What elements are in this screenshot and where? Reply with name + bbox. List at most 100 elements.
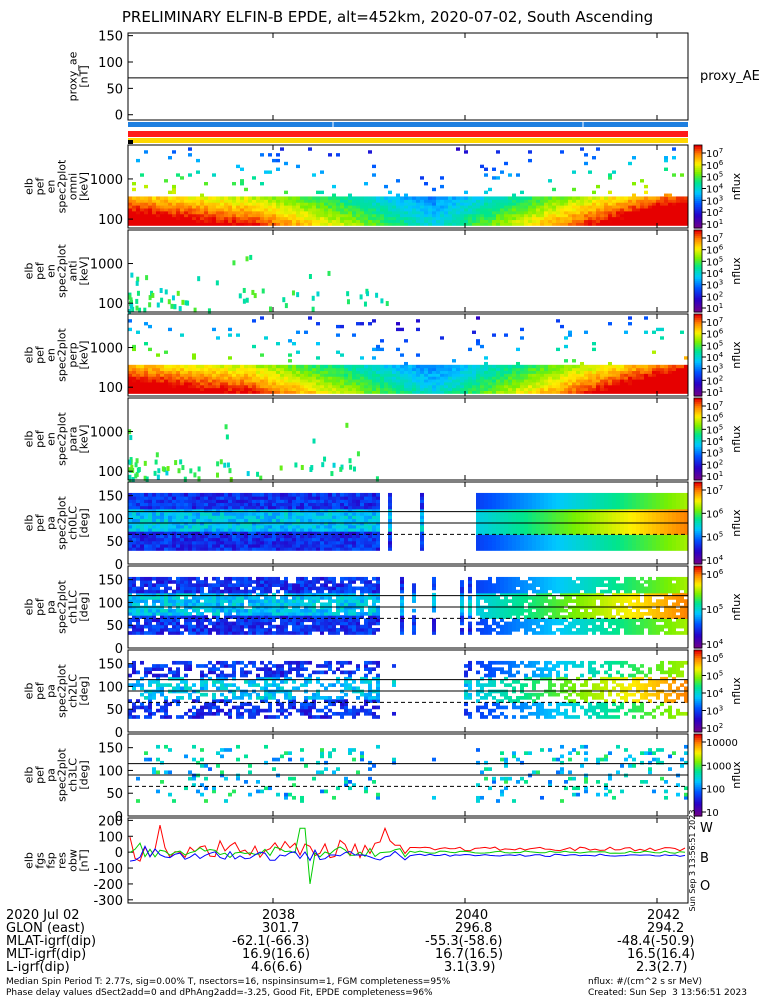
y-axis-label-part: spec2plot [56,159,69,213]
colorbar-perp: nflux [693,313,743,397]
y-axis-label-part: elb [23,431,36,448]
colorbar-segment [694,688,702,692]
colorbar-anti: nflux [693,229,743,313]
colorbar-segment [694,336,702,340]
colorbar-segment [694,305,702,309]
colorbar-segment [694,159,702,163]
colorbar-tick-label: 106 [706,244,724,257]
colorbar-segment [694,621,702,624]
colorbar-tick-label: 106 [706,412,724,425]
colorbar-segment [694,492,702,495]
colorbar-tick-label: 101 [706,386,723,399]
colorbar-segment [694,697,702,700]
colorbar-segment [694,537,702,540]
colorbar-segment [694,721,702,725]
y-axis-label-part: pa [45,600,58,614]
y-axis-label-part: spec2plot [56,664,69,718]
colorbar-omni: nflux [693,144,743,229]
colorbar-tick-label: 10000 [706,738,738,749]
y-tick-label: 150 [98,30,123,45]
pitch-angle-cells-ch3LC [136,744,688,803]
colorbar-segment [694,340,702,344]
colorbar-segment [694,184,702,188]
colorbar-segment [694,645,702,649]
y-tick-label: 150 [98,742,123,757]
colorbar-segment [694,163,702,167]
colorbar-segment [694,416,702,420]
ephemeris-label: GLON (east) [6,921,85,936]
y-axis-label-part: [keV] [78,425,91,454]
colorbar-segment [694,680,702,684]
colorbar-tick-label: 104 [706,687,724,700]
colorbar-segment [694,213,702,217]
y-tick-label: 100 [98,381,123,396]
colorbar-tick-label: 107 [706,316,723,329]
spectrogram-frame-anti [127,229,689,313]
status-bar-yellow [128,138,688,143]
colorbar-segment [694,713,702,717]
colorbar-tick-label: 107 [706,147,723,160]
ephemeris-label: MLT-igrf(dip) [6,947,87,962]
colorbar-segment [694,512,702,516]
magnetometer-series-W [129,824,686,862]
colorbar-segment [694,209,702,212]
colorbar-segment [694,404,702,407]
pitch-angle-cells-ch2LC [128,660,688,719]
colorbar-segment [694,414,702,418]
magnetometer-legend-O: O [700,879,710,894]
y-axis-label-part: elb [23,599,36,616]
colorbar-segment [694,285,702,288]
colorbar-segment [694,717,702,721]
y-tick-label: 50 [106,787,123,802]
ephemeris-row-l: L-igrf(dip) 4.6(6.6) 3.1(3.9) 2.3(2.7) [6,960,766,975]
ephemeris-value: 16.5(16.4) [627,947,696,962]
colorbar-segment [694,707,702,711]
y-tick-label: 100 [98,213,123,228]
y-axis-label-part: en [45,180,58,194]
colorbar-segment [694,393,702,397]
colorbar-segment [694,662,702,665]
colorbar-segment [694,375,702,379]
colorbar-segment [694,590,702,594]
colorbar-segment [694,217,702,221]
colorbar-segment [694,190,702,194]
colorbar-segment [694,756,702,760]
colorbar-tick-label: 104 [706,435,724,448]
colorbar-frame [693,313,703,397]
colorbar-segment [694,584,702,588]
colorbar-segment [694,764,702,768]
y-tick-label: 100 [98,830,123,845]
colorbar-segment [694,510,702,514]
y-axis-label-part: spec2plot [56,748,69,802]
colorbar-segment [694,705,702,708]
colorbar-segment [694,582,702,586]
y-tick-label: 1000 [90,173,123,188]
colorbar-segment [694,535,702,538]
colorbar-segment [694,361,702,364]
colorbar-segment [694,258,702,262]
colorbar-segment [694,428,702,432]
colorbar-segment [694,165,702,169]
colorbar-tick-label: 102 [706,374,723,387]
colorbar-segment [694,194,702,198]
colorbar-segment [694,314,702,317]
colorbar-segment [694,418,702,422]
colorbar-tick-label: 100 [706,785,725,796]
colorbar-segment [694,248,702,252]
y-tick-label: 50 [106,703,123,718]
y-axis-label-part: anti [67,260,80,281]
footer-nflux-units: nflux: #/(cm^2 s sr MeV) [588,977,702,987]
colorbar-segment [694,799,702,803]
colorbar-segment [694,729,702,733]
colorbar-label: nflux [730,509,743,537]
y-axis-label-part: [keV] [78,341,91,370]
colorbar-tick-label: 102 [706,722,723,735]
colorbar-segment [694,684,702,688]
colorbar-segment [694,523,702,526]
spectrogram-cells-perp [128,316,688,394]
colorbar-segment [694,787,702,790]
colorbar-segment [694,801,702,805]
